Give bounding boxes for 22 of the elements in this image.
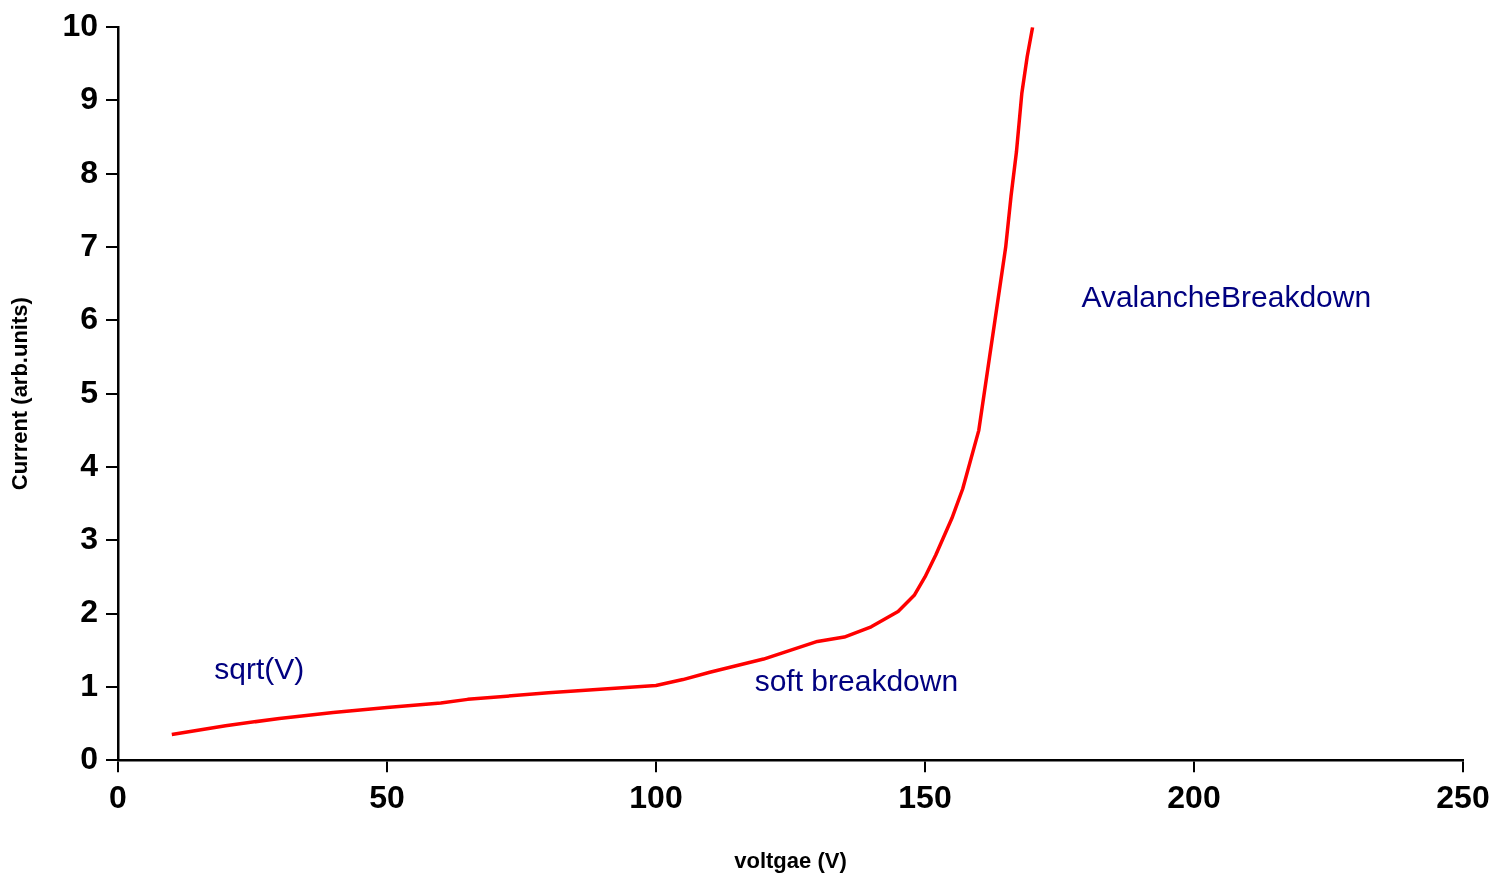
y-tick-label: 7 (80, 226, 98, 263)
y-tick-label: 9 (80, 80, 98, 117)
y-axis-title: Current (arb.units) (7, 297, 33, 491)
y-tick-label: 6 (80, 300, 98, 337)
y-tick-label: 2 (80, 593, 98, 630)
y-tick-label: 8 (80, 153, 98, 190)
annotation: sqrt(V) (214, 652, 305, 686)
x-tick-label: 150 (898, 779, 952, 816)
y-tick-label: 5 (80, 373, 98, 410)
x-axis-title: voltgae (V) (734, 847, 847, 873)
x-tick-label: 50 (369, 779, 405, 816)
y-tick-label: 10 (62, 7, 98, 44)
annotation: soft breakdown (754, 663, 959, 697)
y-tick-label: 3 (80, 520, 98, 557)
annotation: AvalancheBreakdown (1081, 279, 1372, 313)
x-tick-label: 100 (629, 779, 683, 816)
y-tick-label: 4 (80, 446, 99, 483)
x-tick-label: 250 (1436, 779, 1490, 816)
x-tick-label: 200 (1167, 779, 1221, 816)
y-tick-label: 1 (80, 666, 98, 703)
y-tick-label: 0 (80, 740, 98, 777)
x-tick-label: 0 (109, 779, 127, 816)
